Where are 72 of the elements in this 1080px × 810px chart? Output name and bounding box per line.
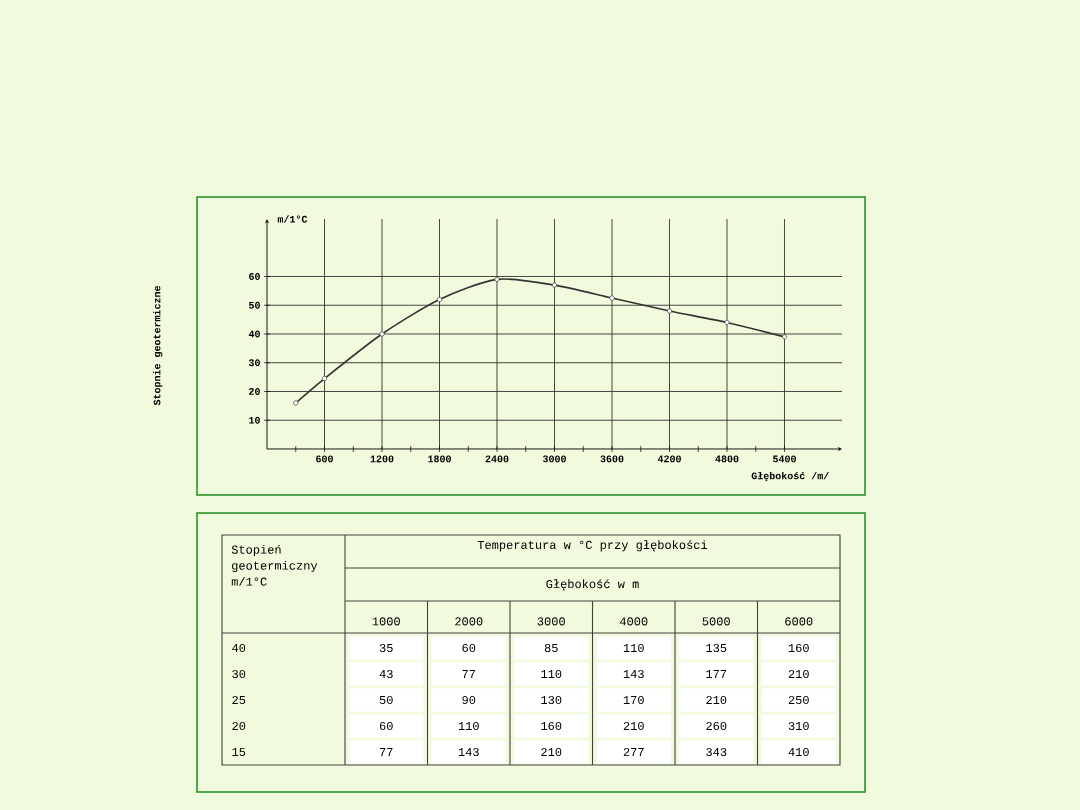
y-tick-label: 40 (232, 643, 246, 653)
data-label: 90 (462, 695, 476, 705)
data-label: 177 (706, 670, 727, 678)
data-label: 143 (623, 669, 644, 679)
data-label: 110 (541, 669, 562, 679)
data-label: 130 (541, 695, 562, 705)
x-tick-label: 6000 (785, 617, 813, 626)
x-tick-label: 1000 (372, 617, 400, 626)
y-tick-label: 20 (232, 721, 246, 731)
x-tick-label: 2400 (485, 455, 509, 463)
data-label: 77 (462, 670, 476, 678)
point (724, 319, 730, 326)
y-tick-label: 40 (248, 330, 260, 338)
data-label: 85 (544, 643, 558, 653)
point (551, 282, 558, 288)
x-tick-label: 1800 (428, 455, 451, 463)
y-tick-label: 50 (248, 301, 260, 309)
data-label: 277 (623, 747, 644, 756)
data-label: 135 (706, 643, 727, 653)
data-label: 310 (788, 721, 809, 731)
x-tick-label: 2000 (455, 617, 483, 626)
data-label: 260 (706, 721, 727, 731)
x-tick-label: 600 (316, 455, 333, 463)
data-label: 343 (706, 747, 727, 757)
data-label: 160 (788, 643, 809, 653)
y-tick-label: 15 (232, 747, 246, 756)
data-label: 210 (706, 695, 727, 705)
data-label: 410 (788, 747, 809, 757)
data-label: 50 (379, 695, 393, 705)
data-label: 77 (379, 748, 393, 756)
data-label: 210 (623, 721, 644, 731)
point (379, 331, 385, 337)
data-label: 170 (623, 695, 644, 705)
y-tick-label: 10 (249, 416, 260, 424)
y-axis-title: Stopnie geotermiczne (153, 285, 163, 406)
chart-title: Temperatura w °C przy głębokości (477, 540, 708, 552)
point (293, 400, 299, 406)
y-tick-label: 30 (248, 359, 260, 367)
x-tick-label: 5400 (773, 455, 796, 463)
data-label: 250 (788, 695, 809, 705)
y-tick-label: 60 (249, 273, 260, 280)
x-tick-label: 5000 (702, 617, 730, 626)
data-label: 43 (379, 669, 393, 679)
x-axis-title: Głębokość /m/ (751, 471, 829, 482)
x-tick-label: 3600 (600, 455, 624, 463)
y-tick-label: 30 (232, 669, 246, 679)
x-tick-label: 4000 (619, 617, 648, 626)
annotation: m/1°C (277, 215, 308, 223)
point (321, 376, 328, 382)
x-tick-label: 3000 (537, 617, 565, 626)
x-tick-label: 4800 (715, 455, 739, 463)
data-label: 210 (788, 669, 809, 679)
x-axis-title: Głębokość w m (546, 579, 639, 591)
y-tick-label: 25 (232, 695, 246, 705)
data-label: 143 (458, 747, 479, 757)
point (436, 296, 443, 303)
y-axis-title: Stopień geotermiczny m/1°C (231, 544, 318, 586)
point (494, 276, 500, 282)
point (609, 295, 615, 301)
data-label: 60 (379, 721, 393, 731)
point (781, 334, 788, 340)
y-tick-label: 20 (249, 388, 260, 395)
data-label: 110 (458, 721, 479, 731)
point (666, 308, 673, 314)
data-label: 210 (541, 747, 562, 757)
data-label: 35 (379, 643, 393, 653)
data-label: 60 (462, 643, 476, 653)
data-label: 160 (541, 721, 562, 731)
x-tick-label: 4200 (657, 455, 681, 463)
x-tick-label: 1200 (370, 455, 394, 463)
x-tick-label: 3000 (542, 455, 566, 463)
data-label: 110 (623, 643, 644, 653)
